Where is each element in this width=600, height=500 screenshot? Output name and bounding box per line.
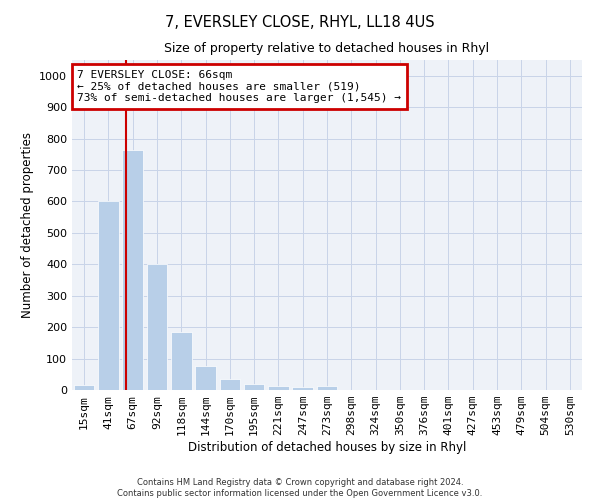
Bar (74, 386, 94, 390)
Text: Contains HM Land Registry data © Crown copyright and database right 2024.
Contai: Contains HM Land Registry data © Crown c… (118, 478, 482, 498)
Bar (220, 379, 240, 390)
Title: Size of property relative to detached houses in Rhyl: Size of property relative to detached ho… (164, 42, 490, 54)
Text: 7 EVERSLEY CLOSE: 66sqm
← 25% of detached houses are smaller (519)
73% of semi-d: 7 EVERSLEY CLOSE: 66sqm ← 25% of detache… (77, 70, 401, 103)
Text: 7, EVERSLEY CLOSE, RHYL, LL18 4US: 7, EVERSLEY CLOSE, RHYL, LL18 4US (165, 15, 435, 30)
Bar (317, 386, 337, 390)
Bar (122, 150, 143, 390)
X-axis label: Distribution of detached houses by size in Rhyl: Distribution of detached houses by size … (188, 441, 466, 454)
Bar (195, 366, 216, 390)
Bar (98, 202, 119, 390)
Y-axis label: Number of detached properties: Number of detached properties (20, 132, 34, 318)
Bar (146, 264, 167, 390)
Bar (268, 386, 289, 390)
Bar (244, 384, 265, 390)
Bar (171, 332, 191, 390)
Bar (292, 387, 313, 390)
